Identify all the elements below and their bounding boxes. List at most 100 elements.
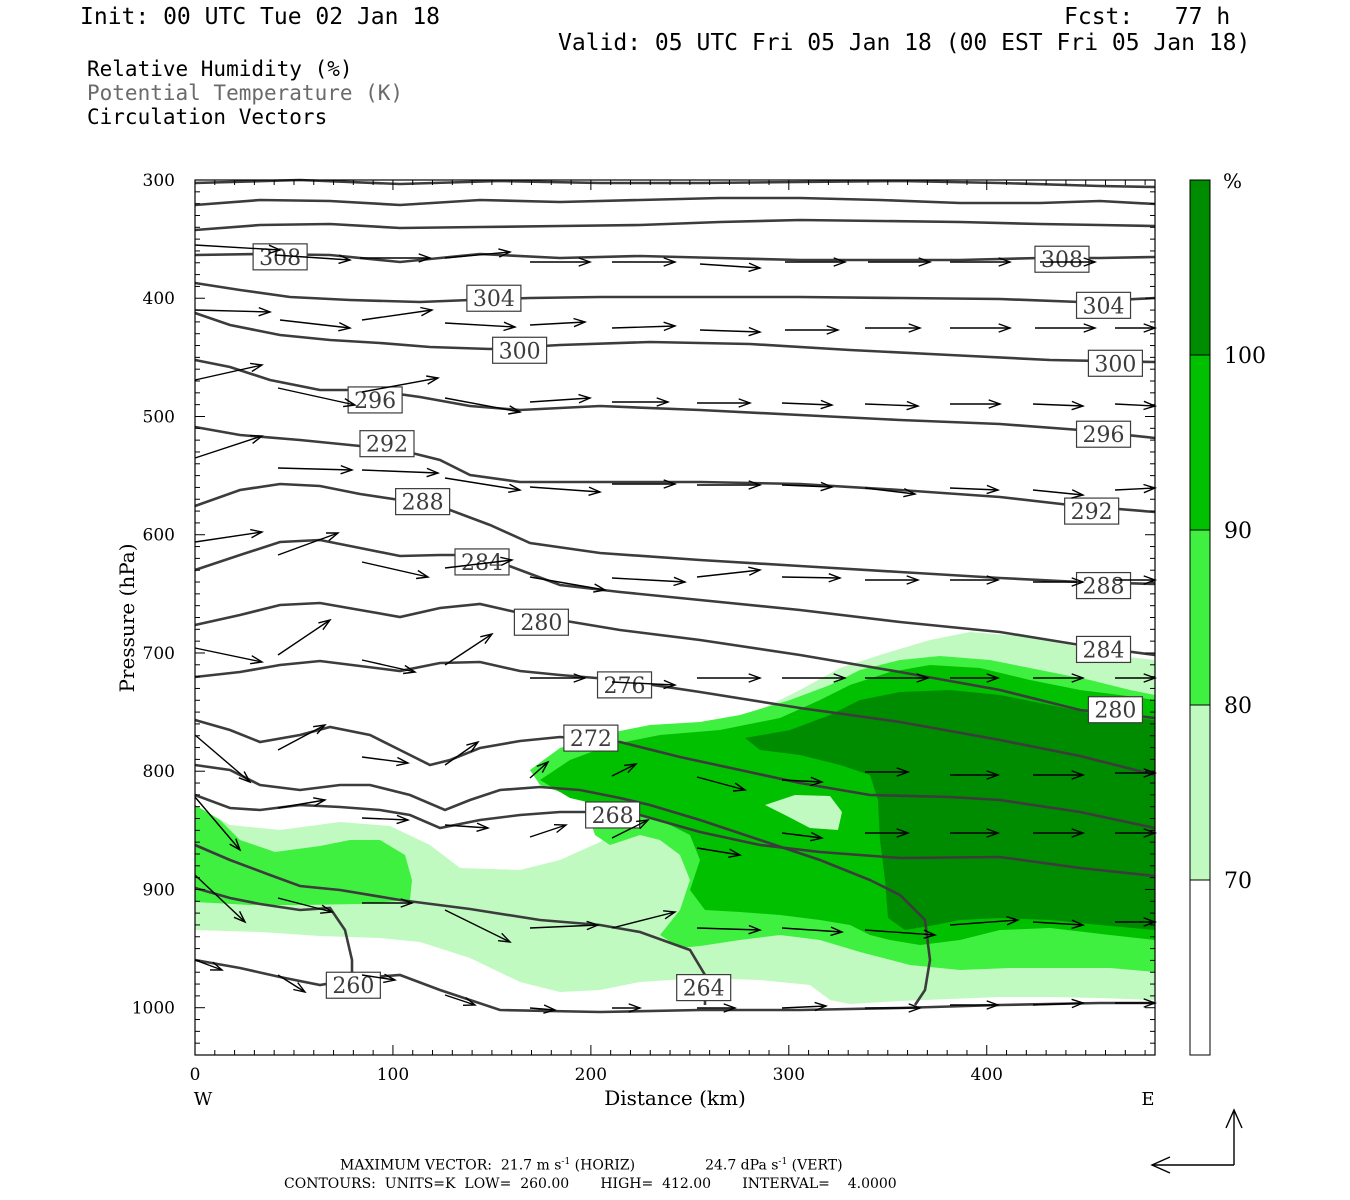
circulation-vector-arrow <box>864 400 921 411</box>
circulation-vector-arrow <box>611 819 650 839</box>
circulation-vector-arrow <box>1032 998 1086 1009</box>
circulation-vector-arrow <box>194 874 247 924</box>
x-tick-label: 200 <box>575 1065 607 1085</box>
circulation-vector-arrow <box>362 898 415 908</box>
circulation-vector-arrow <box>950 575 1001 585</box>
circulation-vector-arrow <box>950 323 1013 333</box>
theta-label: 264 <box>683 977 725 1002</box>
y-tick-label: 400 <box>143 289 175 309</box>
theta-label-box <box>513 608 569 636</box>
circulation-vector-arrow <box>444 397 523 415</box>
theta-label-box <box>1087 349 1144 377</box>
theta-label-box <box>395 488 451 516</box>
theta-label: 268 <box>592 804 634 829</box>
circulation-vector-arrow <box>361 814 411 825</box>
theta-contour-268 <box>194 763 932 1006</box>
init-time: Init: 00 UTC Tue 02 Jan 18 <box>80 4 441 30</box>
legend-circulation-vectors: Circulation Vectors <box>87 105 328 129</box>
circulation-vector-arrow <box>1115 998 1158 1008</box>
rh-70-hole <box>765 795 842 830</box>
circulation-vector-arrow <box>697 480 763 490</box>
colorbar-label-70: 70 <box>1224 869 1252 894</box>
theta-label-box <box>359 430 415 458</box>
circulation-vector-arrow <box>612 1003 643 1013</box>
colorbar-90 <box>1189 354 1211 531</box>
theta-label: 304 <box>473 287 515 312</box>
circulation-vector-arrow <box>529 760 550 779</box>
circulation-vector-arrow <box>529 393 593 404</box>
circulation-vector-arrow <box>1033 828 1086 838</box>
theta-label-box <box>1064 497 1120 525</box>
theta-label: 288 <box>402 491 444 516</box>
circulation-vector-arrow <box>781 926 845 937</box>
theta-contour-316 <box>194 196 1156 207</box>
circulation-vector-arrow <box>194 796 242 852</box>
contours-info-line: CONTOURS: UNITS=K LOW= 260.00 HIGH= 412.… <box>284 1176 897 1192</box>
circulation-vector-arrow <box>361 756 411 767</box>
circulation-vector-arrow <box>529 1004 558 1014</box>
circulation-vector-arrow <box>277 724 327 751</box>
x-tick-label: 100 <box>377 1065 409 1085</box>
colorbar-unit: % <box>1223 169 1242 193</box>
circulation-vector-arrow <box>1114 400 1158 411</box>
theta-label: 284 <box>1083 638 1125 663</box>
theta-label: 296 <box>1083 423 1125 448</box>
circulation-vector-arrow <box>530 673 588 683</box>
circulation-vector-arrow <box>194 306 273 317</box>
west-label: W <box>194 1089 213 1110</box>
theta-contour-312 <box>194 178 1156 189</box>
circulation-vector-arrow <box>611 321 678 332</box>
circulation-vector-arrow <box>781 481 835 492</box>
circulation-vector-arrow <box>361 306 435 321</box>
circulation-vector-arrow <box>868 257 933 267</box>
x-tick-label: 0 <box>190 1065 201 1085</box>
circulation-vector-arrow <box>277 532 340 556</box>
circulation-vector-arrow <box>865 828 911 838</box>
theta-contour-312b <box>194 218 1156 232</box>
colorbar-label-100: 100 <box>1224 344 1266 369</box>
circulation-vector-arrow <box>696 566 763 578</box>
circulation-vector-arrow <box>950 828 1001 838</box>
east-label: E <box>1141 1089 1154 1110</box>
theta-label: 260 <box>332 974 374 999</box>
circulation-vector-arrow <box>699 326 763 337</box>
circulation-vector-arrow <box>444 321 518 332</box>
theta-contour-260 <box>194 886 354 985</box>
theta-label: 280 <box>1094 699 1136 724</box>
circulation-vector-arrow <box>865 767 911 777</box>
circulation-vector-arrow <box>785 325 841 335</box>
theta-contour-284 <box>194 538 1156 657</box>
theta-contour-276 <box>194 659 1156 777</box>
y-tick-label: 300 <box>143 171 175 191</box>
circulation-vector-arrow <box>865 1003 923 1013</box>
theta-label: 292 <box>366 433 408 458</box>
max-vector-line: MAXIMUM VECTOR: 21.7 m s-1 (HORIZ) 24.7 d… <box>340 1157 843 1174</box>
circulation-vector-arrow <box>530 257 593 267</box>
legend-relative-humidity: Relative Humidity (%) <box>87 57 353 81</box>
circulation-vector-arrow <box>1040 257 1098 267</box>
circulation-vector-arrow <box>277 974 307 994</box>
theta-contour-260b <box>194 958 1155 1014</box>
y-tick-label: 1000 <box>132 999 175 1019</box>
theta-label-box <box>1075 420 1132 448</box>
theta-label-box <box>466 284 522 312</box>
circulation-vector-arrow <box>444 822 491 832</box>
reference-vector-icon <box>1150 1108 1243 1174</box>
theta-contour-264 <box>194 793 1156 878</box>
colorbar-100 <box>1189 179 1211 356</box>
circulation-vector-arrow <box>361 973 398 984</box>
circulation-vector-arrow <box>1033 577 1086 587</box>
y-tick-label: 600 <box>143 526 175 546</box>
circulation-vector-arrow <box>782 673 848 683</box>
axis-tick-layer <box>194 179 1155 1056</box>
circulation-vector-arrow <box>1115 323 1158 333</box>
circulation-vector-arrow <box>360 253 433 263</box>
theta-contour-304 <box>194 281 1156 304</box>
circulation-vector-arrow <box>361 467 441 478</box>
circulation-vector-arrow <box>194 434 264 459</box>
circulation-vector-arrow <box>361 375 441 393</box>
circulation-vector-arrow <box>950 673 1001 683</box>
circulation-vector-arrow <box>781 399 835 410</box>
circulation-vector-arrow <box>444 632 494 666</box>
